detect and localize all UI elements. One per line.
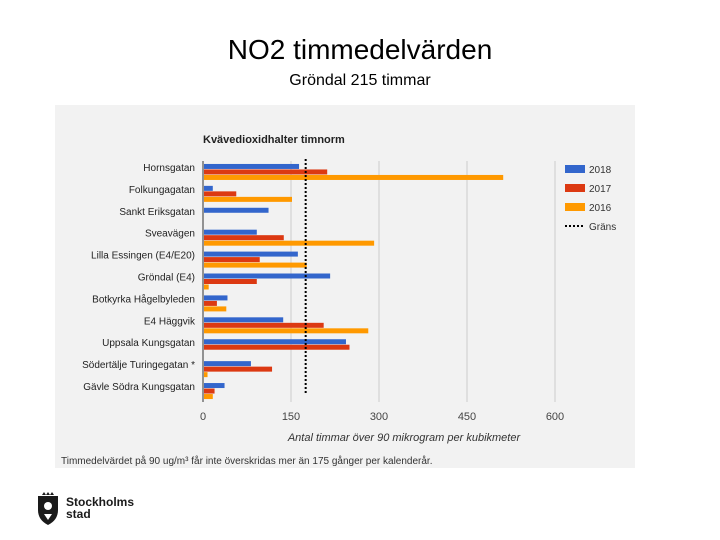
bar-2017 <box>204 279 257 284</box>
category-label: Folkungagatan <box>129 185 195 196</box>
category-label: Gävle Södra Kungsgatan <box>83 382 195 393</box>
x-tick-label-0: 0 <box>200 411 206 423</box>
bar-2018 <box>204 229 257 235</box>
category-label: Sveavägen <box>145 229 195 240</box>
x-axis-label: Antal timmar över 90 mikrogram per kubik… <box>287 432 522 444</box>
category-label: Sankt Eriksgatan <box>119 207 195 218</box>
bar-2016 <box>204 196 292 202</box>
bar-2016 <box>204 284 209 290</box>
bar-2017 <box>204 257 260 263</box>
category-label: Botkyrka Hågelbyleden <box>92 293 195 305</box>
bar-2018 <box>204 251 298 257</box>
bar-2017 <box>204 388 215 394</box>
bar-2017 <box>204 300 217 306</box>
bar-2017 <box>204 191 237 197</box>
bar-2016 <box>204 328 369 334</box>
category-label: Södertälje Turingegatan * <box>82 360 195 371</box>
slide-title: NO2 timmedelvärden <box>227 34 493 65</box>
category-label: E4 Häggvik <box>144 316 196 327</box>
bar-2018 <box>204 273 331 279</box>
bar-2016 <box>204 174 504 180</box>
bar-2017 <box>204 169 328 175</box>
bar-2018 <box>204 207 269 213</box>
logo-name-line1: Stockholms <box>66 495 135 509</box>
x-tick-label-1: 150 <box>282 411 300 423</box>
legend-swatch-2018 <box>565 165 585 173</box>
legend-label: 2018 <box>589 165 612 176</box>
coat-of-arms-icon <box>38 492 58 525</box>
bar-2018 <box>204 185 213 191</box>
bar-2017 <box>204 322 324 328</box>
legend-swatch-2017 <box>565 184 585 192</box>
chart-panel: Kvävedioxidhalter timnorm 0 150 300 450 600 Ho… <box>55 105 635 468</box>
bar-2018 <box>204 295 228 301</box>
bar-2016 <box>204 240 375 246</box>
bar-chart: Kvävedioxidhalter timnorm 0 150 300 450 600 Ho… <box>61 134 616 467</box>
category-label: Gröndal (E4) <box>138 273 195 284</box>
slide-subtitle: Gröndal 215 timmar <box>289 72 431 89</box>
bar-2016 <box>204 262 307 268</box>
x-tick-label-4: 600 <box>546 411 564 423</box>
bar-2018 <box>204 361 251 367</box>
x-tick-label-3: 450 <box>458 411 476 423</box>
category-label: Uppsala Kungsgatan <box>102 338 195 349</box>
stockholms-stad-logo: Stockholms stad <box>36 490 156 530</box>
bar-2017 <box>204 366 273 372</box>
bar-2017 <box>204 344 350 350</box>
bar-2018 <box>204 339 346 345</box>
legend-swatch-2016 <box>565 203 585 211</box>
bar-2018 <box>204 383 225 389</box>
legend-label: 2017 <box>589 184 612 195</box>
chart-title: Kvävedioxidhalter timnorm <box>203 134 345 146</box>
bar-2018 <box>204 317 284 323</box>
chart-footnote: Timmedelvärdet på 90 ug/m³ får inte över… <box>61 455 432 467</box>
category-label: Lilla Essingen (E4/E20) <box>91 251 195 262</box>
bar-2018 <box>204 163 300 169</box>
logo-name-line2: stad <box>66 507 91 521</box>
bar-2016 <box>204 372 208 378</box>
category-label: Hornsgatan <box>143 163 195 174</box>
bar-2016 <box>204 394 213 400</box>
x-tick-label-2: 300 <box>370 411 388 423</box>
bar-2017 <box>204 235 284 241</box>
bar-2016 <box>204 306 227 312</box>
legend-label: 2016 <box>589 203 612 214</box>
legend-threshold-label: Gräns <box>589 222 616 233</box>
